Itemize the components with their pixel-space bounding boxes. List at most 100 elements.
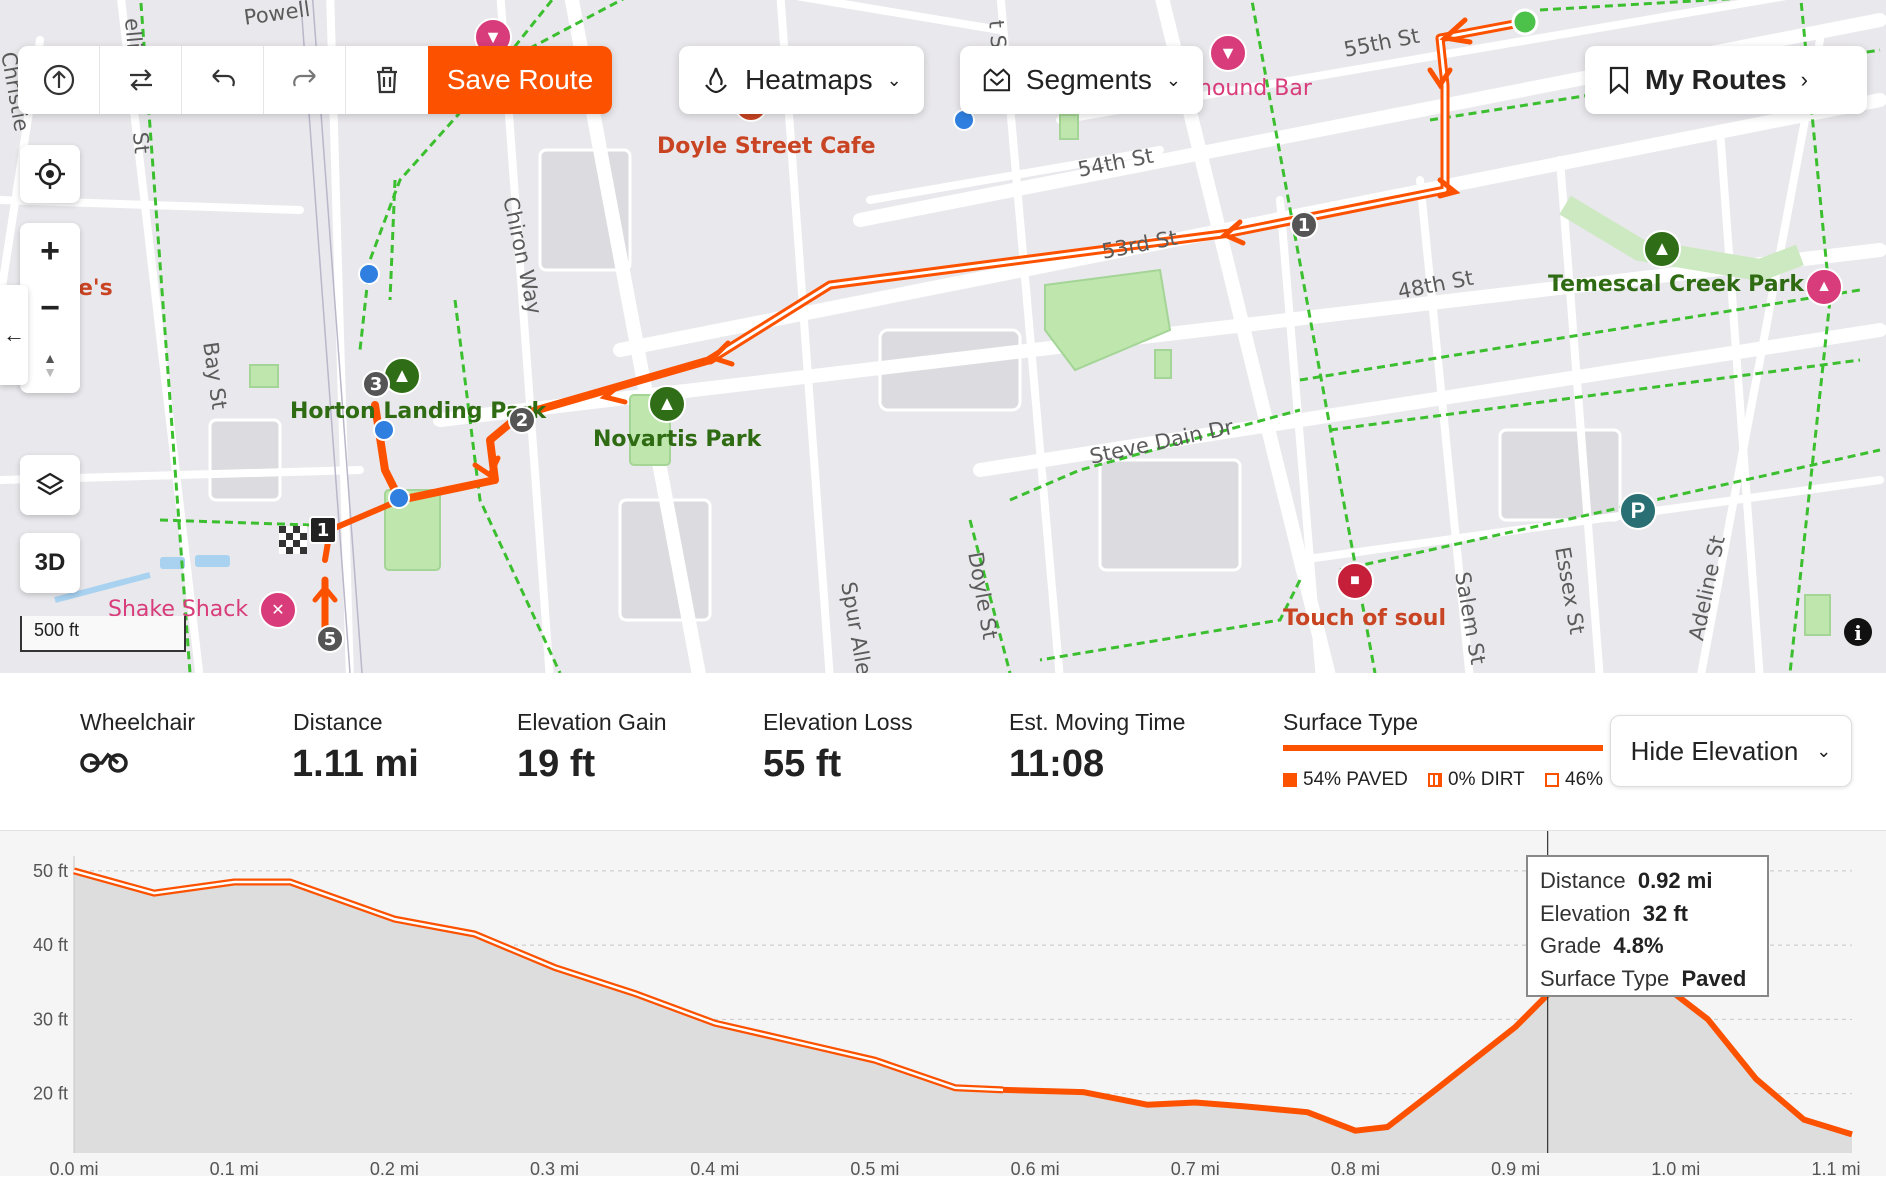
shopping-cart-icon[interactable]: ■ [1336, 562, 1374, 600]
route-stats-panel: Wheelchair Distance 1.11 mi Elevation Ga… [0, 673, 1886, 830]
parking-label: P [1630, 498, 1646, 523]
map-canvas[interactable]: i 55th St 54th St 53rd St 48th St Steve … [0, 0, 1886, 673]
paved-swatch [1283, 773, 1297, 787]
route-waypoint-2[interactable]: 2 [508, 406, 536, 434]
park-icon[interactable]: ▲ [383, 357, 421, 395]
waypoint-dot[interactable] [388, 487, 410, 509]
elevation-gain-value: 19 ft [517, 743, 596, 785]
segments-label: Segments [1025, 64, 1152, 95]
x-tick-label: 0.2 mi [370, 1159, 419, 1177]
route-waypoint-1[interactable]: 1 [1290, 211, 1318, 239]
tooltip-surface: Surface Type Paved [1540, 963, 1755, 996]
x-tick-label: 0.0 mi [49, 1159, 98, 1177]
place-touch-of-soul[interactable]: Touch of soul [1283, 606, 1446, 631]
x-tick-label: 0.7 mi [1171, 1159, 1220, 1177]
tooltip-elevation-label: Elevation [1540, 900, 1631, 926]
chevron-down-icon: ⌄ [1165, 69, 1181, 90]
undo-icon [211, 69, 235, 87]
layers-icon [35, 472, 65, 496]
waypoint-dot[interactable] [373, 419, 395, 441]
parking-icon[interactable]: P [1619, 492, 1657, 530]
legend-dirt: 0% DIRT [1428, 769, 1525, 791]
collapse-panel-button[interactable]: ← [0, 285, 28, 385]
chevron-down-icon: ⌄ [886, 69, 902, 90]
reverse-route-button[interactable] [100, 46, 182, 114]
my-routes-button[interactable]: My Routes › [1585, 46, 1867, 114]
undo-button[interactable] [182, 46, 264, 114]
map-scale-label: 500 ft [34, 620, 80, 640]
dirt-swatch [1428, 773, 1442, 787]
tooltip-distance-label: Distance [1540, 868, 1626, 893]
y-tick-label: 20 ft [33, 1084, 68, 1104]
place-mound-bar[interactable]: hound Bar [1198, 76, 1312, 101]
street-label-st-left: St [128, 130, 154, 155]
segments-icon [983, 68, 1011, 92]
arrow-up-circle-icon [43, 64, 74, 96]
tooltip-distance-value: 0.92 mi [1637, 868, 1713, 893]
unknown-swatch [1545, 773, 1559, 787]
route-waypoint-start-1[interactable]: 1 [309, 516, 337, 544]
place-horton-landing-park[interactable]: Horton Landing Park [290, 399, 547, 424]
paved-label: 54% PAVED [1303, 769, 1408, 790]
waypoint-dot[interactable] [358, 263, 380, 285]
x-tick-label: 0.6 mi [1011, 1159, 1060, 1177]
zoom-in-button[interactable]: + [40, 232, 60, 270]
redo-icon [292, 69, 316, 87]
x-tick-label: 0.3 mi [530, 1159, 579, 1177]
wheelchair-icon [80, 752, 128, 773]
x-tick-label: 1.1 mi [1811, 1159, 1860, 1177]
elevation-line-unknown-inner [73, 869, 1004, 1092]
save-route-button[interactable]: Save Route [428, 46, 612, 114]
compass-icon[interactable]: ▲ ▼ [43, 350, 57, 380]
three-d-toggle[interactable]: 3D [20, 533, 80, 593]
surface-legend-clip: 54% PAVED 0% DIRT 46% [1283, 673, 1603, 830]
elevation-chart[interactable]: 20 ft 30 ft 40 ft 50 ft 0.0 mi 0.1 mi 0.2 mi 0.… [0, 831, 1886, 1179]
map-scale-bar: 500 ft [20, 616, 186, 652]
trash-icon [377, 66, 397, 94]
x-tick-label: 0.9 mi [1491, 1159, 1540, 1177]
hide-elevation-label: Hide Elevation [1630, 735, 1799, 766]
delete-route-button[interactable] [346, 46, 428, 114]
tooltip-elevation: Elevation 32 ft [1540, 898, 1755, 931]
elevation-profile[interactable]: 20 ft 30 ft 40 ft 50 ft 0.0 mi 0.1 mi 0.2 mi 0.… [0, 830, 1886, 1179]
elevation-area [74, 870, 1852, 1153]
map-layers-button[interactable] [20, 455, 80, 515]
y-tick-label: 30 ft [33, 1009, 68, 1029]
tooltip-grade-value: 4.8% [1613, 933, 1664, 958]
locate-me-button[interactable] [20, 145, 80, 203]
place-partial-es: e's [78, 276, 113, 301]
place-doyle-street-cafe[interactable]: Doyle Street Cafe [657, 134, 876, 159]
place-novartis-park[interactable]: Novartis Park [593, 427, 762, 452]
segments-dropdown[interactable]: Segments ⌄ [960, 46, 1203, 114]
elevation-loss-value: 55 ft [763, 743, 842, 785]
route-waypoint-3[interactable]: 3 [362, 370, 390, 398]
legend-unknown: 46% [1545, 769, 1603, 791]
tooltip-grade-label: Grade [1540, 933, 1602, 958]
route-waypoint-5[interactable]: 5 [316, 625, 344, 653]
landmark-icon[interactable]: ▲ [1805, 268, 1843, 306]
elevation-line-paved [1002, 964, 1853, 1138]
recenter-button[interactable] [18, 46, 100, 114]
elevation-tooltip: Distance 0.92 mi Elevation 32 ft Grade 4… [1526, 855, 1769, 997]
park-icon[interactable]: ▲ [1643, 230, 1681, 268]
park-icon[interactable]: ▲ [648, 385, 686, 423]
three-d-label: 3D [34, 549, 66, 576]
dirt-label: 0% DIRT [1448, 769, 1525, 790]
place-temescal-creek-park[interactable]: Temescal Creek Park [1548, 272, 1805, 297]
my-routes-label: My Routes [1645, 64, 1787, 95]
heatmaps-dropdown[interactable]: Heatmaps ⌄ [679, 46, 924, 114]
cocktail-bar-icon[interactable]: ▼ [1209, 34, 1247, 72]
heatmaps-label: Heatmaps [745, 64, 873, 95]
restaurant-icon[interactable]: ✕ [259, 591, 297, 629]
surface-type-label: Surface Type [1283, 709, 1419, 735]
zoom-out-button[interactable]: − [40, 289, 60, 327]
moving-time-value: 11:08 [1009, 743, 1105, 785]
redo-button[interactable] [264, 46, 346, 114]
arrow-left-icon: ← [3, 322, 25, 347]
tooltip-surface-label: Surface Type [1540, 965, 1670, 991]
unknown-label: 46% [1565, 769, 1603, 790]
hide-elevation-button[interactable]: Hide Elevation ⌄ [1610, 715, 1852, 787]
tooltip-distance: Distance 0.92 mi [1540, 865, 1755, 898]
x-tick-label: 0.8 mi [1331, 1159, 1380, 1177]
surface-type-bar [1283, 745, 1603, 751]
